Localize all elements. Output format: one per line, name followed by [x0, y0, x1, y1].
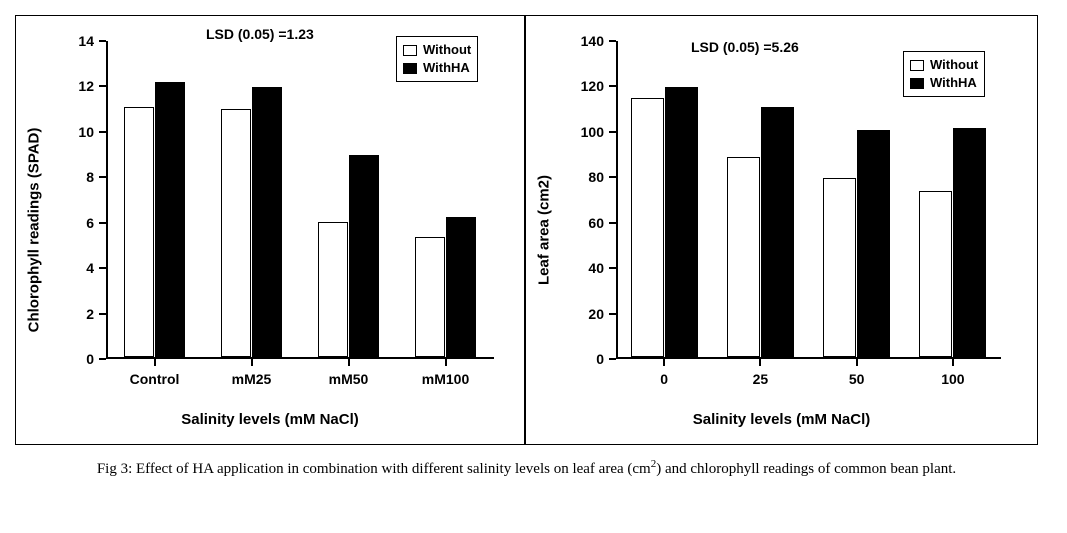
chart-panel-leaf-area: LSD (0.05) =5.26 Without WithHA 02040608…: [525, 15, 1038, 445]
y-axis-title-left: Chlorophyll readings (SPAD): [26, 128, 43, 333]
y-tick-label: 40: [588, 260, 604, 276]
bar-without: [919, 191, 952, 357]
x-tick-label: 50: [849, 371, 865, 387]
bar-withha: [446, 217, 476, 357]
y-tick-label: 20: [588, 306, 604, 322]
bar-group: [823, 130, 890, 357]
bar-withha: [349, 155, 379, 357]
figure-caption: Fig 3: Effect of HA application in combi…: [15, 457, 1038, 479]
x-axis-title-right: Salinity levels (mM NaCl): [693, 411, 871, 428]
y-tick-label: 0: [596, 351, 604, 367]
y-tick-label: 100: [581, 124, 604, 140]
bar-group: [415, 217, 476, 357]
bar-withha: [761, 107, 794, 357]
y-tick-label: 14: [78, 33, 94, 49]
x-tick-label: 0: [660, 371, 668, 387]
x-tick-label: mM50: [329, 371, 369, 387]
y-tick-label: 0: [86, 351, 94, 367]
chart-plot-left: 02468101214ControlmM25mM50mM100: [106, 41, 494, 359]
bar-withha: [252, 87, 282, 357]
chart-panel-chlorophyll: LSD (0.05) =1.23 Without WithHA 02468101…: [15, 15, 525, 445]
x-tick-label: mM25: [232, 371, 272, 387]
bar-group: [631, 87, 698, 357]
y-tick-label: 120: [581, 78, 604, 94]
lsd-label-left: LSD (0.05) =1.23: [206, 26, 314, 42]
y-tick-label: 140: [581, 33, 604, 49]
bar-group: [318, 155, 379, 357]
caption-text-suffix: ) and chlorophyll readings of common bea…: [656, 461, 956, 477]
bar-group: [221, 87, 282, 357]
y-tick-label: 12: [78, 78, 94, 94]
bar-withha: [953, 128, 986, 357]
bar-group: [727, 107, 794, 357]
bar-without: [631, 98, 664, 357]
x-tick-label: 100: [941, 371, 964, 387]
bar-group: [124, 82, 185, 357]
y-axis-title-right: Leaf area (cm2): [536, 175, 553, 285]
bar-without: [415, 237, 445, 357]
figure-container: LSD (0.05) =1.23 Without WithHA 02468101…: [15, 15, 1052, 445]
y-tick-label: 10: [78, 124, 94, 140]
y-tick-label: 6: [86, 215, 94, 231]
x-tick-label: Control: [130, 371, 180, 387]
y-tick-label: 4: [86, 260, 94, 276]
bar-withha: [155, 82, 185, 357]
y-tick-label: 60: [588, 215, 604, 231]
y-tick-label: 2: [86, 306, 94, 322]
bar-withha: [665, 87, 698, 357]
x-tick-label: 25: [753, 371, 769, 387]
bar-without: [727, 157, 760, 357]
bar-without: [823, 178, 856, 357]
chart-plot-right: 02040608010012014002550100: [616, 41, 1001, 359]
x-axis-title-left: Salinity levels (mM NaCl): [181, 411, 359, 428]
caption-text-prefix: Fig 3: Effect of HA application in combi…: [97, 461, 651, 477]
bar-without: [221, 109, 251, 357]
bar-without: [124, 107, 154, 357]
bar-without: [318, 222, 348, 357]
y-tick-label: 8: [86, 169, 94, 185]
bar-group: [919, 128, 986, 357]
bar-withha: [857, 130, 890, 357]
y-tick-label: 80: [588, 169, 604, 185]
x-tick-label: mM100: [422, 371, 469, 387]
